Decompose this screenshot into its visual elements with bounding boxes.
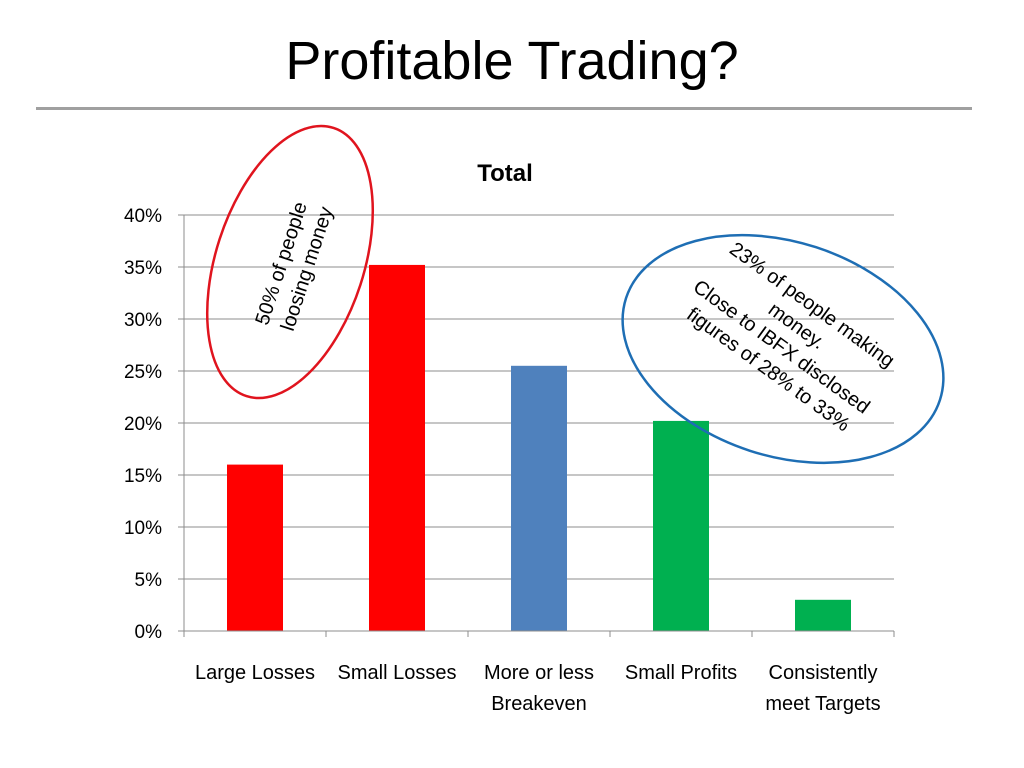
x-category-label: More or less Breakeven (484, 662, 594, 715)
x-axis-category-labels: Large Losses Small Losses More or less Brea… (195, 662, 881, 715)
y-tick-label: 25% (124, 362, 162, 383)
x-category-label: Consistently meet Targets (765, 662, 880, 715)
y-tick-label: 30% (124, 310, 162, 331)
bar (369, 264, 425, 631)
chart-title: Total (477, 160, 533, 187)
x-category-label: Small Losses (338, 662, 457, 684)
y-tick-label: 15% (124, 466, 162, 487)
y-tick-label: 5% (135, 570, 163, 591)
y-tick-label: 20% (124, 414, 162, 435)
x-category-label: Large Losses (195, 662, 315, 684)
slide-title: Profitable Trading? (285, 31, 739, 91)
title-divider (36, 107, 972, 110)
bar (795, 599, 851, 631)
making-money-note: 23% of people making money. Close to IBF… (674, 234, 909, 443)
bars (227, 264, 851, 631)
y-tick-label: 10% (124, 518, 162, 539)
losing-money-ellipse (205, 124, 375, 400)
x-category-label: Small Profits (625, 662, 737, 684)
y-axis-tick-labels: 0% 5% 10% 15% 20% 25% 30% 35% 40% (124, 206, 162, 643)
axes (183, 215, 895, 637)
y-tick-label: 0% (135, 622, 163, 643)
y-tick-label: 40% (124, 206, 162, 227)
bar (653, 420, 709, 631)
bar (227, 464, 283, 631)
making-money-ellipse (621, 233, 945, 465)
y-tick-label: 35% (124, 258, 162, 279)
bar (511, 365, 567, 631)
making-money-note-line-3: Close to IBFX disclosed (689, 276, 874, 419)
making-money-annotation: 23% of people making money. Close to IBF… (621, 233, 945, 465)
